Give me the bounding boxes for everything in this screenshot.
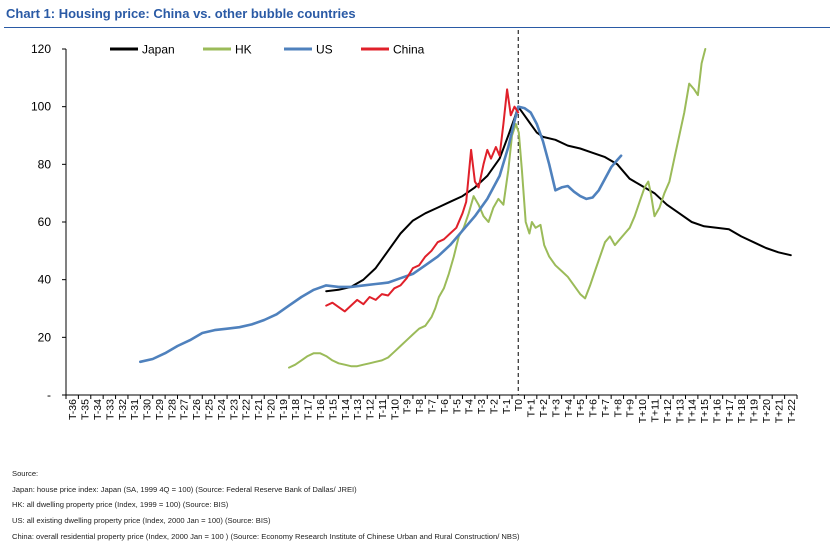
x-tick-label: T+3 <box>550 399 562 418</box>
x-tick-label: T+9 <box>625 399 637 418</box>
x-tick-label: T-6 <box>439 399 451 414</box>
x-tick-label: T+7 <box>600 399 612 418</box>
note-line-china: China: overall residential property pric… <box>12 531 520 541</box>
x-tick-label: T+18 <box>736 399 748 423</box>
x-tick-label: T+11 <box>650 399 662 423</box>
note-line-us: US: all existing dwelling property price… <box>12 516 271 526</box>
series-line-hk <box>288 48 707 369</box>
y-tick-label: 60 <box>38 215 52 229</box>
x-tick-label: T-27 <box>179 399 191 420</box>
x-tick-label: T+15 <box>699 399 711 423</box>
note-line-japan: Japan: house price index: Japan (SA, 199… <box>12 484 357 494</box>
x-tick-label: T-10 <box>389 399 401 420</box>
x-tick-label: T-26 <box>191 399 203 420</box>
x-tick-label: T-16 <box>315 399 327 420</box>
x-tick-label: T-13 <box>352 399 364 420</box>
x-tick-label: T+21 <box>773 399 785 423</box>
y-tick-label: 100 <box>31 100 51 114</box>
x-tick-label: T-32 <box>117 399 129 420</box>
x-tick-label: T-5 <box>451 399 463 414</box>
x-tick-label: T-28 <box>166 399 178 420</box>
y-tick-label: 40 <box>38 273 52 287</box>
x-tick-label: T-8 <box>414 399 426 414</box>
x-tick-label: T+19 <box>749 399 761 423</box>
series-layer <box>139 48 792 369</box>
x-tick-label: T+6 <box>588 399 600 418</box>
x-tick-label: T+22 <box>786 399 798 423</box>
x-tick-label: T+20 <box>761 399 773 423</box>
legend-label-china: China <box>393 43 425 57</box>
series-line-us <box>139 105 623 364</box>
x-tick-label: T-35 <box>80 399 92 420</box>
x-tick-label: T-24 <box>216 399 228 420</box>
legend: Japan HK US China <box>110 43 425 57</box>
x-tick-label: T-31 <box>129 399 141 420</box>
x-tick-label: T-15 <box>327 399 339 420</box>
y-tick-label: 80 <box>38 157 52 171</box>
note-line-hk: HK: all dwelling property price (Index, … <box>12 500 229 510</box>
x-tick-label: T+13 <box>674 399 686 423</box>
x-tick-label: T-17 <box>303 399 315 420</box>
x-tick-label: T-4 <box>464 399 476 414</box>
x-tick-label: T-18 <box>290 399 302 420</box>
chart-title: Chart 1: Housing price: China vs. other … <box>6 6 356 21</box>
series-line-china <box>325 88 520 313</box>
legend-label-hk: HK <box>235 43 252 57</box>
x-tick-label: T+14 <box>687 399 699 423</box>
x-tick-label: T+8 <box>612 399 624 418</box>
x-tick-label: T-36 <box>67 399 79 420</box>
x-tick-label: T-25 <box>203 399 215 420</box>
x-tick-label: T+12 <box>662 399 674 423</box>
title-rule <box>4 27 830 28</box>
x-tick-label: T-1 <box>501 399 513 414</box>
x-tick-label: T-14 <box>340 399 352 420</box>
x-tick-label: T+5 <box>575 399 587 418</box>
x-tick-label: T+2 <box>538 399 550 418</box>
x-tick-label: T-2 <box>488 399 500 414</box>
legend-label-us: US <box>316 43 333 57</box>
x-tick-label: T-21 <box>253 399 265 420</box>
x-tick-label: T-22 <box>241 399 253 420</box>
series-line-japan <box>325 105 792 293</box>
x-tick-label: T+10 <box>637 399 649 423</box>
y-tick-label: - <box>47 388 51 402</box>
x-tick-label: T-30 <box>142 399 154 420</box>
notes-heading: Source: <box>12 469 39 478</box>
x-tick-label: T-29 <box>154 399 166 420</box>
x-tick-label: T+4 <box>563 399 575 418</box>
x-tick-label: T-12 <box>365 399 377 420</box>
x-tick-label: T-23 <box>228 399 240 420</box>
source-notes: Source: Japan: house price index: Japan … <box>12 466 520 545</box>
x-tick-label: T-3 <box>476 399 488 414</box>
y-tick-label: 20 <box>38 330 52 344</box>
x-tick-label: T+16 <box>711 399 723 423</box>
x-tick-label: T-20 <box>265 399 277 420</box>
y-tick-label: 120 <box>31 42 51 56</box>
x-tick-label: T+1 <box>526 399 538 418</box>
x-tick-label: T-34 <box>92 399 104 420</box>
x-tick-label: T+17 <box>724 399 736 423</box>
x-tick-label: T0 <box>513 399 525 411</box>
x-tick-label: T-33 <box>104 399 116 420</box>
x-tick-label: T-7 <box>427 399 439 414</box>
legend-label-japan: Japan <box>142 43 175 57</box>
x-tick-label: T-19 <box>278 399 290 420</box>
x-tick-label: T-9 <box>402 399 414 414</box>
x-tick-label: T-11 <box>377 399 389 419</box>
